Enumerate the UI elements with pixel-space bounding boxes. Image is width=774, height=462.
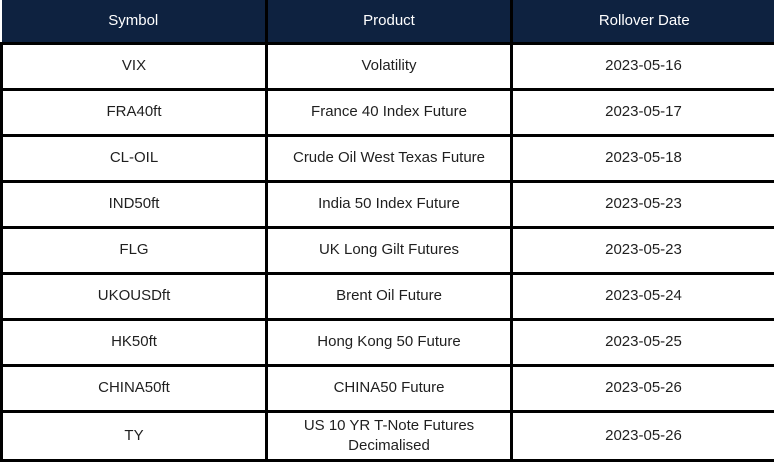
rollover-date-cell: 2023-05-17 xyxy=(510,87,774,137)
rollover-date-cell: 2023-05-18 xyxy=(510,133,774,183)
product-cell: US 10 YR T-Note Futures Decimalised xyxy=(265,409,513,462)
table-row: CHINA50ft CHINA50 Future 2023-05-26 xyxy=(0,363,774,413)
symbol-cell: CHINA50ft xyxy=(0,363,268,413)
symbol-cell: VIX xyxy=(0,41,268,91)
table-row: UKOUSDft Brent Oil Future 2023-05-24 xyxy=(0,271,774,321)
rollover-date-cell: 2023-05-26 xyxy=(510,409,774,462)
column-header-rollover-date: Rollover Date xyxy=(510,0,774,45)
rollover-date-cell: 2023-05-25 xyxy=(510,317,774,367)
column-header-symbol: Symbol xyxy=(1,0,268,45)
table-row: IND50ft India 50 Index Future 2023-05-23 xyxy=(0,179,774,229)
rollover-date-cell: 2023-05-23 xyxy=(510,179,774,229)
symbol-cell: IND50ft xyxy=(0,179,268,229)
product-cell: Volatility xyxy=(265,41,513,91)
symbol-cell: UKOUSDft xyxy=(0,271,268,321)
product-cell: Brent Oil Future xyxy=(265,271,513,321)
product-cell: France 40 Index Future xyxy=(265,87,513,137)
product-cell: India 50 Index Future xyxy=(265,179,513,229)
table-body: VIX Volatility 2023-05-16 FRA40ft France 40 … xyxy=(0,41,774,462)
product-cell: CHINA50 Future xyxy=(265,363,513,413)
symbol-cell: TY xyxy=(0,409,268,462)
table-row: FRA40ft France 40 Index Future 2023-05-17 xyxy=(0,87,774,137)
table-row: FLG UK Long Gilt Futures 2023-05-23 xyxy=(0,225,774,275)
table-row: TY US 10 YR T-Note Futures Decimalised 202… xyxy=(0,409,774,462)
rollover-date-cell: 2023-05-26 xyxy=(510,363,774,413)
symbol-cell: CL-OIL xyxy=(0,133,268,183)
rollover-date-cell: 2023-05-23 xyxy=(510,225,774,275)
table-row: VIX Volatility 2023-05-16 xyxy=(0,41,774,91)
product-cell: Crude Oil West Texas Future xyxy=(265,133,513,183)
column-header-product: Product xyxy=(265,0,513,45)
product-cell: UK Long Gilt Futures xyxy=(265,225,513,275)
header-row: Symbol Product Rollover Date xyxy=(1,0,774,45)
symbol-cell: HK50ft xyxy=(0,317,268,367)
product-cell: Hong Kong 50 Future xyxy=(265,317,513,367)
symbol-cell: FLG xyxy=(0,225,268,275)
symbol-cell: FRA40ft xyxy=(0,87,268,137)
table-row: CL-OIL Crude Oil West Texas Future 2023-05… xyxy=(0,133,774,183)
rollover-date-cell: 2023-05-24 xyxy=(510,271,774,321)
table-header: Symbol Product Rollover Date xyxy=(1,0,774,45)
table-row: HK50ft Hong Kong 50 Future 2023-05-25 xyxy=(0,317,774,367)
rollover-date-cell: 2023-05-16 xyxy=(510,41,774,91)
